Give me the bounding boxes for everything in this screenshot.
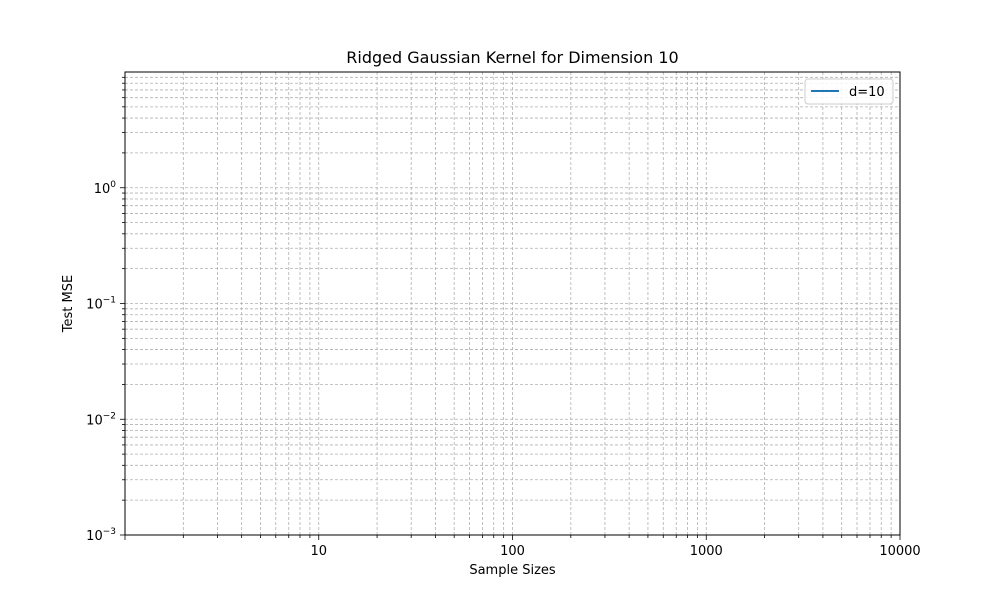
x-tick-label: 10 bbox=[310, 544, 327, 559]
legend-box bbox=[804, 78, 894, 105]
y-tick-label: 10−2 bbox=[86, 411, 116, 428]
y-tick-label: 10−3 bbox=[86, 527, 116, 544]
x-tick-label: 1000 bbox=[690, 544, 723, 559]
axis-ticks: 10 100 1000 10000 10−3 10−2 10−1 100 bbox=[86, 76, 921, 559]
x-tick-label: 10000 bbox=[879, 544, 920, 559]
legend: d=10 bbox=[804, 78, 894, 105]
chart-title: Ridged Gaussian Kernel for Dimension 10 bbox=[346, 48, 678, 67]
y-tick-label: 100 bbox=[94, 180, 117, 197]
grid bbox=[124, 72, 901, 536]
x-axis-label: Sample Sizes bbox=[469, 563, 556, 578]
x-tick-label: 100 bbox=[500, 544, 525, 559]
y-axis-label: Test MSE bbox=[61, 275, 76, 333]
y-tick-label: 10−1 bbox=[86, 296, 116, 313]
legend-label-d10: d=10 bbox=[849, 85, 885, 100]
